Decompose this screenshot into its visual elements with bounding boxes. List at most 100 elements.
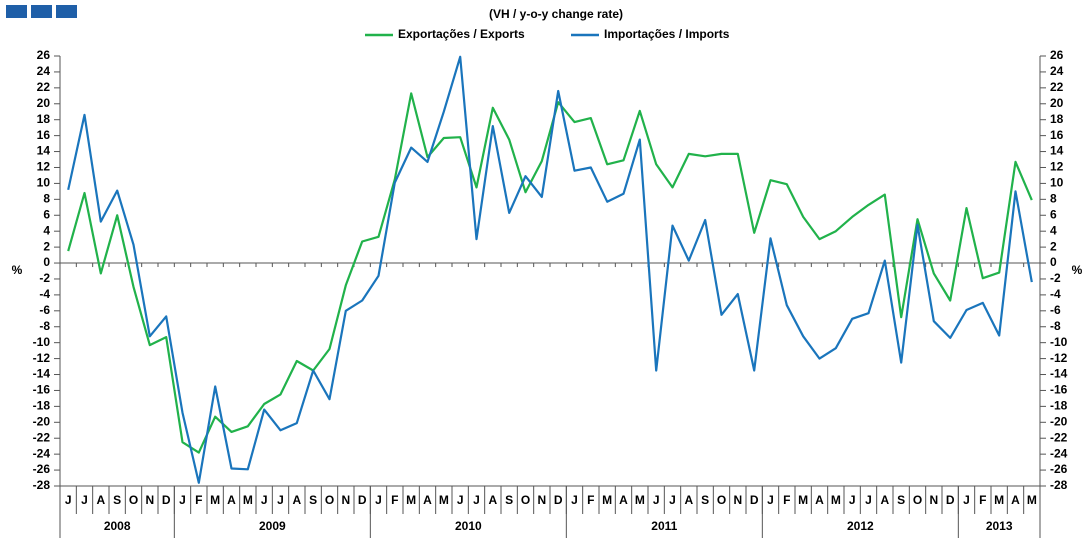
y2-tick-label: -24	[1050, 446, 1068, 460]
x-tick-label: S	[505, 493, 513, 507]
x-tick-label: O	[129, 493, 138, 507]
y2-tick-label: 26	[1050, 48, 1064, 62]
x-tick-label: A	[815, 493, 824, 507]
x-tick-label: S	[897, 493, 905, 507]
y2-tick-label: -2	[1050, 271, 1061, 285]
y2-tick-label: -8	[1050, 319, 1061, 333]
x-tick-label: D	[554, 493, 563, 507]
x-tick-label: M	[210, 493, 220, 507]
y2-tick-label: 24	[1050, 64, 1064, 78]
x-tick-label: N	[145, 493, 154, 507]
x-tick-label: O	[717, 493, 726, 507]
y-tick-label: -26	[33, 462, 51, 476]
y2-axis-label: %	[1072, 263, 1083, 277]
logo	[31, 5, 52, 18]
y-tick-label: 26	[37, 48, 51, 62]
y-tick-label: 0	[43, 255, 50, 269]
x-tick-label: D	[946, 493, 955, 507]
x-tick-label: J	[849, 493, 856, 507]
y-tick-label: -4	[39, 287, 50, 301]
year-label: 2011	[651, 519, 677, 533]
series-line	[67, 55, 1033, 484]
y-tick-label: 10	[37, 176, 51, 190]
x-tick-label: M	[439, 493, 449, 507]
x-tick-label: D	[162, 493, 171, 507]
x-tick-label: N	[537, 493, 546, 507]
y2-tick-label: 10	[1050, 176, 1064, 190]
y-tick-label: -6	[39, 303, 50, 317]
y2-tick-label: -18	[1050, 399, 1068, 413]
y-tick-label: -14	[33, 367, 51, 381]
y2-tick-label: 2	[1050, 239, 1057, 253]
x-tick-label: J	[473, 493, 480, 507]
x-tick-label: A	[619, 493, 628, 507]
y2-tick-label: -6	[1050, 303, 1061, 317]
y2-tick-label: -4	[1050, 287, 1061, 301]
x-tick-label: M	[831, 493, 841, 507]
x-tick-label: J	[179, 493, 186, 507]
x-tick-label: J	[963, 493, 970, 507]
y-tick-label: 2	[43, 239, 50, 253]
y2-tick-label: 22	[1050, 80, 1064, 94]
y2-tick-label: 18	[1050, 112, 1064, 126]
x-tick-label: A	[880, 493, 889, 507]
y2-tick-label: 6	[1050, 207, 1057, 221]
x-tick-label: M	[994, 493, 1004, 507]
y-tick-label: 12	[37, 160, 51, 174]
y-tick-label: 4	[43, 223, 50, 237]
y-tick-label: 8	[43, 192, 50, 206]
x-tick-label: F	[587, 493, 594, 507]
y-tick-label: -16	[33, 383, 51, 397]
series-line	[67, 92, 1033, 454]
x-tick-label: D	[358, 493, 367, 507]
year-label: 2013	[986, 519, 1013, 533]
y2-tick-label: 0	[1050, 255, 1057, 269]
legend-label: Importações / Imports	[604, 27, 730, 41]
x-tick-label: N	[733, 493, 742, 507]
y2-tick-label: 8	[1050, 192, 1057, 206]
x-tick-label: N	[929, 493, 938, 507]
y-tick-label: -10	[33, 335, 51, 349]
x-tick-label: M	[243, 493, 253, 507]
logo	[56, 5, 77, 18]
y2-tick-label: -28	[1050, 478, 1068, 492]
x-tick-label: F	[391, 493, 398, 507]
chart-title: (VH / y-o-y change rate)	[489, 7, 623, 21]
y-tick-label: -12	[33, 351, 51, 365]
y2-tick-label: -26	[1050, 462, 1068, 476]
y-tick-label: -8	[39, 319, 50, 333]
x-tick-label: A	[423, 493, 432, 507]
legend-label: Exportações / Exports	[398, 27, 525, 41]
x-tick-label: A	[292, 493, 301, 507]
y-tick-label: 20	[37, 96, 51, 110]
y2-tick-label: 16	[1050, 128, 1064, 142]
y2-tick-label: 20	[1050, 96, 1064, 110]
x-tick-label: M	[602, 493, 612, 507]
y-tick-label: -28	[33, 478, 51, 492]
x-tick-label: M	[1027, 493, 1037, 507]
y-tick-label: -22	[33, 430, 51, 444]
x-tick-label: A	[1011, 493, 1020, 507]
x-tick-label: J	[65, 493, 72, 507]
y-tick-label: 18	[37, 112, 51, 126]
year-label: 2012	[847, 519, 874, 533]
x-tick-label: A	[488, 493, 497, 507]
y-tick-label: -24	[33, 446, 51, 460]
y-tick-label: 16	[37, 128, 51, 142]
y2-tick-label: -22	[1050, 430, 1068, 444]
y2-tick-label: 4	[1050, 223, 1057, 237]
x-tick-label: O	[325, 493, 334, 507]
y-tick-label: -20	[33, 414, 51, 428]
x-tick-label: A	[684, 493, 693, 507]
y-tick-label: 24	[37, 64, 51, 78]
x-tick-label: S	[309, 493, 317, 507]
y-tick-label: 6	[43, 207, 50, 221]
y2-tick-label: -20	[1050, 414, 1068, 428]
x-tick-label: J	[669, 493, 676, 507]
x-tick-label: F	[195, 493, 202, 507]
x-tick-label: S	[701, 493, 709, 507]
y-tick-label: -2	[39, 271, 50, 285]
x-tick-label: D	[750, 493, 759, 507]
x-tick-label: J	[261, 493, 268, 507]
